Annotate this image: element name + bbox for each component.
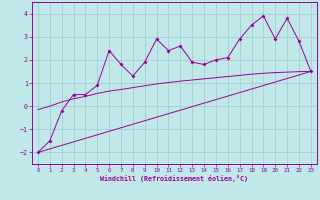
X-axis label: Windchill (Refroidissement éolien,°C): Windchill (Refroidissement éolien,°C) xyxy=(100,175,248,182)
